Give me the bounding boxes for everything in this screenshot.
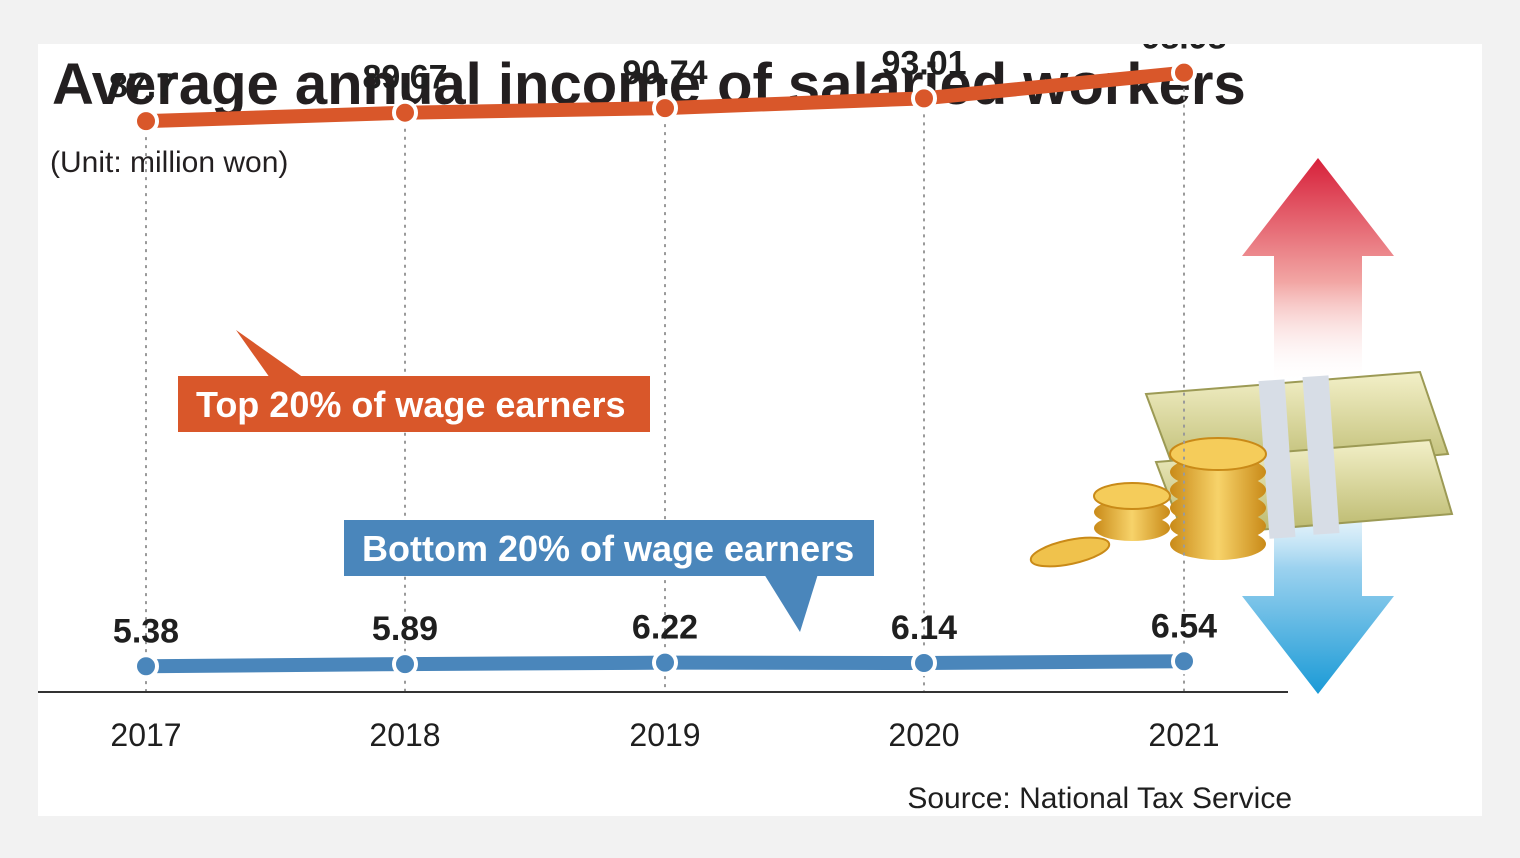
top-value-label-2021: 98.98	[1141, 44, 1226, 57]
coins-icon	[1029, 437, 1267, 568]
x-tick-2021: 2021	[1148, 717, 1219, 753]
source-note: Source: National Tax Service	[907, 782, 1292, 815]
x-tick-2018: 2018	[369, 717, 440, 753]
x-tick-2019: 2019	[629, 717, 700, 753]
bottom-point-2017	[133, 653, 159, 680]
x-tick-2020: 2020	[888, 717, 959, 753]
bottom-series-callout: Bottom 20% of wage earners	[344, 520, 874, 632]
top-point-2020	[911, 85, 937, 112]
bottom-value-label-2019: 6.22	[632, 609, 698, 647]
line-chart: Average annual income of salaried worker…	[38, 44, 1454, 815]
money-stack-icon	[1029, 370, 1454, 568]
top-point-2018	[392, 99, 418, 126]
top-series-callout: Top 20% of wage earners	[178, 330, 650, 432]
top-point-2019	[652, 95, 678, 122]
bottom-series-label: Bottom 20% of wage earners	[362, 528, 854, 569]
chart-card: Average annual income of salaried worker…	[38, 44, 1482, 816]
bottom-point-2020	[911, 650, 937, 677]
top-value-label-2017: 87.7	[109, 67, 175, 105]
x-tick-2017: 2017	[110, 717, 181, 753]
bottom-value-label-2017: 5.38	[113, 612, 179, 650]
bottom-value-label-2020: 6.14	[891, 609, 957, 647]
top-value-label-2018: 89.67	[362, 59, 447, 97]
bottom-value-label-2021: 6.54	[1151, 607, 1217, 645]
top-point-2021	[1171, 59, 1197, 86]
bottom-value-label-2018: 5.89	[372, 610, 438, 648]
top-value-label-2019: 90.74	[622, 54, 707, 92]
bottom-point-2018	[392, 651, 418, 678]
bottom-point-2019	[652, 649, 678, 676]
top-series-label: Top 20% of wage earners	[196, 384, 625, 425]
bottom-point-2021	[1171, 648, 1197, 675]
chart-unit: (Unit: million won)	[50, 146, 288, 179]
up-arrow-icon	[1242, 158, 1394, 384]
top-point-2017	[133, 108, 159, 135]
top-value-label-2020: 93.01	[881, 44, 966, 82]
